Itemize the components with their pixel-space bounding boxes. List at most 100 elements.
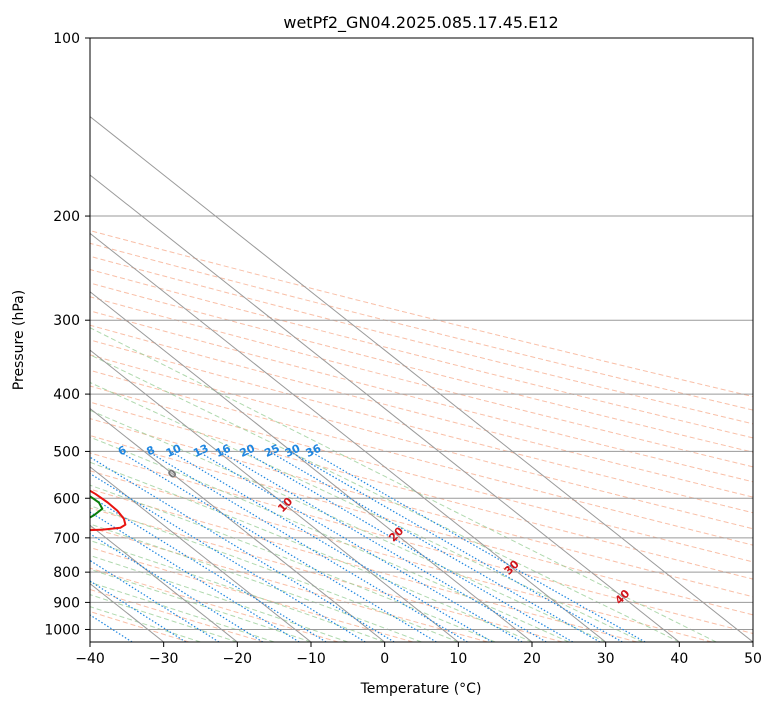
dry-adiabat-12 — [90, 385, 753, 563]
dry-adiabat-22 — [90, 242, 753, 411]
x-tick-label: 20 — [523, 651, 541, 667]
dry-adiabat-23 — [90, 230, 753, 398]
x-tick-label: −30 — [149, 651, 179, 667]
mixing-ratio-line-17 — [310, 450, 646, 642]
profile-series — [90, 489, 127, 532]
x-axis-ticks: −40 −30 −20 −10 0 10 20 30 40 50 — [75, 642, 762, 667]
mixing-ratio-label: 1.5 — [0, 441, 7, 461]
x-tick-label: 30 — [597, 651, 615, 667]
isotherm-40 — [90, 174, 680, 642]
mixing-ratio-label: 13 — [191, 442, 210, 460]
y-tick-label: 400 — [53, 387, 80, 403]
isotherm-0 — [90, 407, 385, 642]
dewpoint-profile-line — [90, 495, 104, 519]
y-tick-label: 700 — [53, 531, 80, 547]
temperature-profile-line — [90, 489, 127, 532]
plot-labels: 0.10.20.40.611.52346810131620253036-100-… — [0, 441, 633, 607]
y-tick-label: 500 — [53, 444, 80, 460]
dry-adiabat-3 — [90, 546, 414, 642]
dry-adiabat-10 — [90, 418, 753, 598]
plot-grid — [90, 38, 753, 642]
mixing-ratio-line-11 — [170, 450, 493, 642]
moist-adiabat-6 — [90, 523, 422, 642]
mixing-ratio-label: 2 — [14, 443, 26, 458]
moist-adiabat-4 — [90, 554, 348, 642]
mixing-ratio-line-16 — [289, 450, 623, 642]
mixing-ratio-line-10 — [147, 450, 468, 642]
dry-adiabat-19 — [90, 282, 753, 453]
mixing-ratio-line-6 — [90, 495, 327, 642]
dry-adiabat-18 — [90, 296, 753, 468]
dry-adiabat-11 — [90, 401, 753, 580]
dry-adiabat-8 — [90, 452, 753, 635]
isotherm-label: 10 — [275, 495, 295, 515]
dry-adiabat-7 — [90, 470, 712, 642]
y-tick-label: 300 — [53, 313, 80, 329]
isotherm-label: 0 — [165, 466, 180, 481]
y-tick-label: 900 — [53, 595, 80, 611]
mixing-ratio-line-12 — [197, 450, 523, 642]
moist-adiabat-1 — [90, 594, 238, 642]
moist-adiabat-12 — [90, 381, 643, 642]
dry-adiabat-21 — [90, 255, 753, 425]
dry-adiabat-5 — [90, 507, 563, 642]
mixing-ratio-label: 10 — [164, 442, 184, 460]
dry-adiabat-13 — [90, 369, 753, 546]
moist-adiabat-13 — [90, 354, 680, 642]
isotherm-10 — [90, 349, 459, 642]
isotherm--10 — [90, 466, 312, 642]
mixing-ratio-label: 30 — [283, 442, 303, 460]
isotherm-30 — [90, 232, 606, 642]
plot-frame — [89, 37, 754, 643]
mixing-ratio-label: 8 — [145, 443, 157, 458]
x-tick-label: −20 — [223, 651, 253, 667]
mixing-ratio-label: 25 — [262, 442, 281, 460]
moist-adiabat-3 — [90, 568, 312, 642]
moist-adiabat-10 — [90, 436, 570, 642]
x-tick-label: −10 — [296, 651, 326, 667]
dry-adiabat-0 — [90, 611, 189, 642]
dry-adiabat-20 — [90, 269, 753, 439]
dry-adiabat-9 — [90, 435, 753, 616]
mixing-ratio-line-14 — [244, 450, 574, 642]
mixing-ratio-line-7 — [90, 472, 366, 642]
mixing-ratio-line-9 — [119, 450, 437, 642]
y-axis-ticks: 100 200 300 400 500 600 700 800 900 1000 — [44, 31, 90, 638]
y-tick-label: 200 — [53, 209, 80, 225]
mixing-ratio-line-4 — [90, 533, 264, 642]
dry-adiabat-16 — [90, 324, 753, 498]
isotherm-20 — [90, 291, 533, 642]
dry-adiabat-14 — [90, 354, 753, 530]
y-tick-label: 100 — [53, 31, 80, 47]
moist-adiabat-14 — [90, 327, 717, 642]
x-tick-label: 10 — [449, 651, 467, 667]
mixing-ratio-line-15 — [268, 450, 601, 642]
mixing-ratio-label: 16 — [213, 442, 233, 460]
isotherm-label: 30 — [502, 557, 522, 577]
dry-adiabat-6 — [90, 488, 638, 642]
moist-adiabat-9 — [90, 461, 533, 642]
isotherm-label: 40 — [612, 587, 632, 607]
y-axis-label: Pressure (hPa) — [11, 290, 27, 390]
x-tick-label: 0 — [380, 651, 389, 667]
mixing-ratio-line-13 — [219, 450, 547, 642]
moist-adiabat-7 — [90, 505, 459, 642]
dry-adiabat-15 — [90, 339, 753, 514]
x-axis-label: Temperature (°C) — [360, 681, 482, 697]
mixing-ratio-line-3 — [90, 559, 220, 642]
moist-adiabat-11 — [90, 409, 606, 642]
moist-adiabat-5 — [90, 539, 385, 642]
mixing-ratio-label: 20 — [238, 442, 258, 460]
isotherm--20 — [90, 524, 238, 642]
chart-title: wetPf2_GN04.2025.085.17.45.E12 — [283, 13, 558, 33]
x-tick-label: 50 — [744, 651, 762, 667]
mixing-ratio-line-5 — [90, 511, 300, 642]
dry-adiabat-17 — [90, 310, 753, 483]
mixing-ratio-label: 36 — [304, 442, 324, 460]
isotherm-50 — [90, 115, 753, 642]
moist-adiabat-2 — [90, 581, 275, 642]
y-tick-label: 800 — [53, 565, 80, 581]
y-tick-label: 600 — [53, 491, 80, 507]
x-tick-label: −40 — [75, 651, 105, 667]
